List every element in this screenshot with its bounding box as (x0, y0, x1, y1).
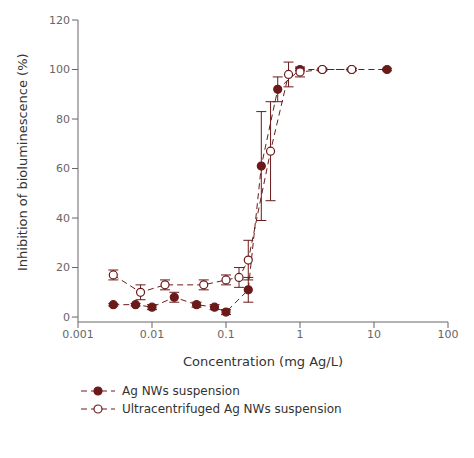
svg-text:40: 40 (56, 212, 70, 225)
svg-text:Inhibition of bioluminescence: Inhibition of bioluminescence (%) (15, 53, 30, 271)
svg-text:100: 100 (49, 63, 70, 76)
svg-text:60: 60 (56, 162, 70, 175)
html-text:Ultracentrifuged Ag NWs suspen: Ultracentrifuged Ag NWs suspension (122, 402, 342, 416)
svg-text:Concentration (mg Ag/L): Concentration (mg Ag/L) (183, 354, 343, 369)
svg-text:80: 80 (56, 113, 70, 126)
svg-text:100: 100 (438, 328, 459, 341)
svg-text:0.001: 0.001 (62, 328, 94, 341)
svg-text:0: 0 (63, 311, 70, 324)
html-text:Ag NWs suspension: Ag NWs suspension (122, 384, 240, 398)
svg-text:1: 1 (297, 328, 304, 341)
svg-text:120: 120 (49, 14, 70, 27)
svg-text:10: 10 (367, 328, 381, 341)
svg-text:0.1: 0.1 (217, 328, 235, 341)
svg-text:20: 20 (56, 261, 70, 274)
svg-text:0.01: 0.01 (140, 328, 165, 341)
